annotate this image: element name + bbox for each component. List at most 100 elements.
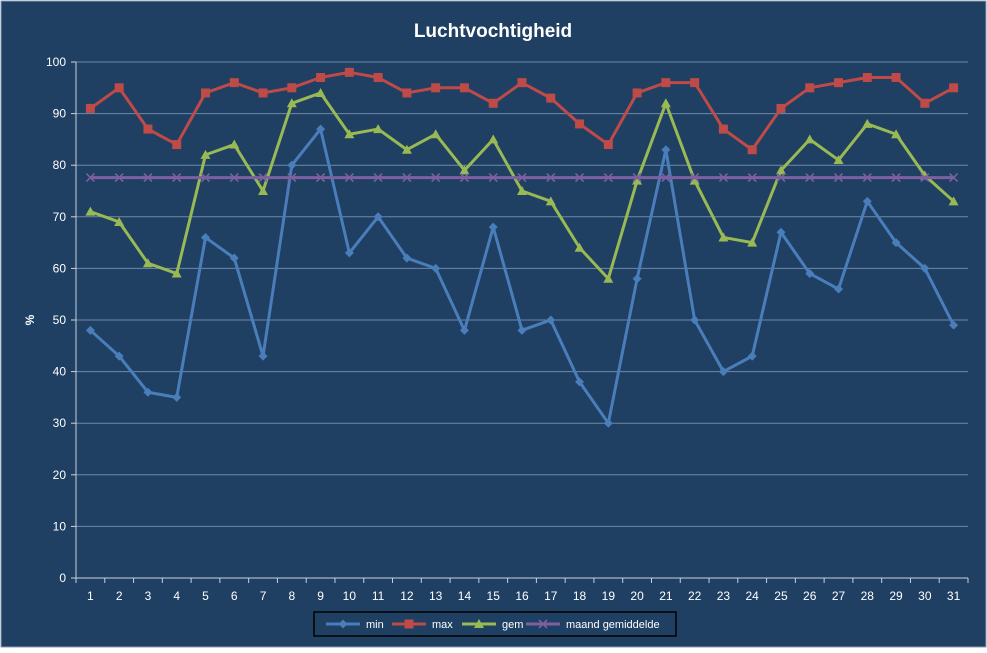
data-point <box>949 173 959 183</box>
data-point <box>114 173 124 183</box>
data-point <box>373 124 384 134</box>
x-tick-label: 8 <box>288 589 295 603</box>
data-point <box>603 418 613 428</box>
legend-marker <box>338 619 348 629</box>
data-point <box>401 144 412 154</box>
data-point <box>891 72 901 82</box>
data-point <box>661 78 671 88</box>
data-point <box>114 216 125 226</box>
data-point <box>229 253 239 263</box>
data-point <box>315 87 326 97</box>
legend-item: min <box>326 619 384 631</box>
data-point <box>833 155 844 165</box>
y-tick-label: 40 <box>53 365 67 379</box>
data-point <box>517 78 527 88</box>
data-point <box>690 78 700 88</box>
x-tick-label: 18 <box>573 589 587 603</box>
data-point <box>488 222 498 232</box>
data-point <box>891 173 901 183</box>
data-point <box>949 320 959 330</box>
data-point <box>747 237 758 247</box>
y-tick-label: 10 <box>53 519 67 533</box>
data-point <box>229 78 239 88</box>
data-point <box>287 173 297 183</box>
x-tick-label: 28 <box>861 589 875 603</box>
data-point <box>834 78 844 88</box>
data-point <box>344 129 355 139</box>
data-point <box>85 103 95 113</box>
data-point <box>229 139 240 149</box>
data-point <box>546 93 556 103</box>
x-tick-label: 9 <box>317 589 324 603</box>
legend-item: max <box>392 619 453 631</box>
data-point <box>891 129 902 139</box>
data-point <box>142 258 153 268</box>
data-point <box>833 173 844 183</box>
data-point <box>574 173 585 183</box>
data-point <box>776 103 786 113</box>
data-point <box>546 315 556 325</box>
data-point <box>459 83 469 93</box>
data-point <box>690 173 700 183</box>
x-tick-label: 3 <box>145 589 152 603</box>
data-point <box>517 173 527 183</box>
data-point <box>200 232 210 242</box>
axes <box>71 61 969 583</box>
x-tick-label: 16 <box>515 589 529 603</box>
data-point <box>603 273 614 283</box>
y-tick-label: 30 <box>53 416 67 430</box>
data-point <box>718 232 729 242</box>
y-tick-label: 50 <box>53 313 67 327</box>
x-tick-label: 27 <box>832 589 846 603</box>
data-point <box>575 377 585 387</box>
x-tick-label: 26 <box>803 589 817 603</box>
data-point <box>171 268 182 278</box>
data-point <box>718 367 728 377</box>
legend-label: gem <box>502 619 523 631</box>
data-point <box>431 263 441 273</box>
x-tick-label: 7 <box>260 589 267 603</box>
chart-title: Luchtvochtigheid <box>414 21 572 42</box>
data-point <box>575 119 585 129</box>
y-tick-label: 90 <box>53 107 67 121</box>
data-point <box>517 186 527 195</box>
x-tick-label: 6 <box>231 589 238 603</box>
data-point <box>143 387 153 397</box>
data-point <box>603 173 613 183</box>
data-point <box>114 83 124 93</box>
data-point <box>200 173 211 183</box>
series-maand-gemiddelde <box>85 173 959 183</box>
data-point <box>632 175 643 185</box>
data-point <box>258 186 269 195</box>
data-point <box>344 248 354 258</box>
data-point <box>689 175 700 185</box>
x-tick-label: 15 <box>487 589 501 603</box>
legend-marker <box>404 619 414 629</box>
data-point <box>718 124 728 134</box>
data-point <box>660 98 671 108</box>
data-point <box>805 173 815 183</box>
x-tick-label: 22 <box>688 589 702 603</box>
y-tick-label: 20 <box>53 468 67 482</box>
data-point <box>344 173 354 183</box>
data-point <box>85 206 96 216</box>
y-tick-labels: 0 10 20 30 40 50 60 70 80 90 100 <box>46 55 66 585</box>
data-point <box>344 67 354 77</box>
data-point <box>920 98 930 108</box>
data-point <box>776 227 786 237</box>
data-point <box>804 134 815 144</box>
data-point <box>805 83 815 93</box>
data-point <box>200 149 211 159</box>
y-tick-label: 0 <box>59 571 66 585</box>
x-tick-label: 20 <box>630 589 644 603</box>
data-point <box>488 98 498 108</box>
x-tick-label: 11 <box>372 589 385 603</box>
data-point <box>775 165 786 175</box>
legend-marker <box>474 619 484 628</box>
data-point <box>373 212 383 222</box>
x-tick-label: 10 <box>343 589 357 603</box>
x-tick-label: 31 <box>947 589 961 603</box>
y-axis-label: % <box>23 314 37 325</box>
data-point <box>172 173 182 183</box>
